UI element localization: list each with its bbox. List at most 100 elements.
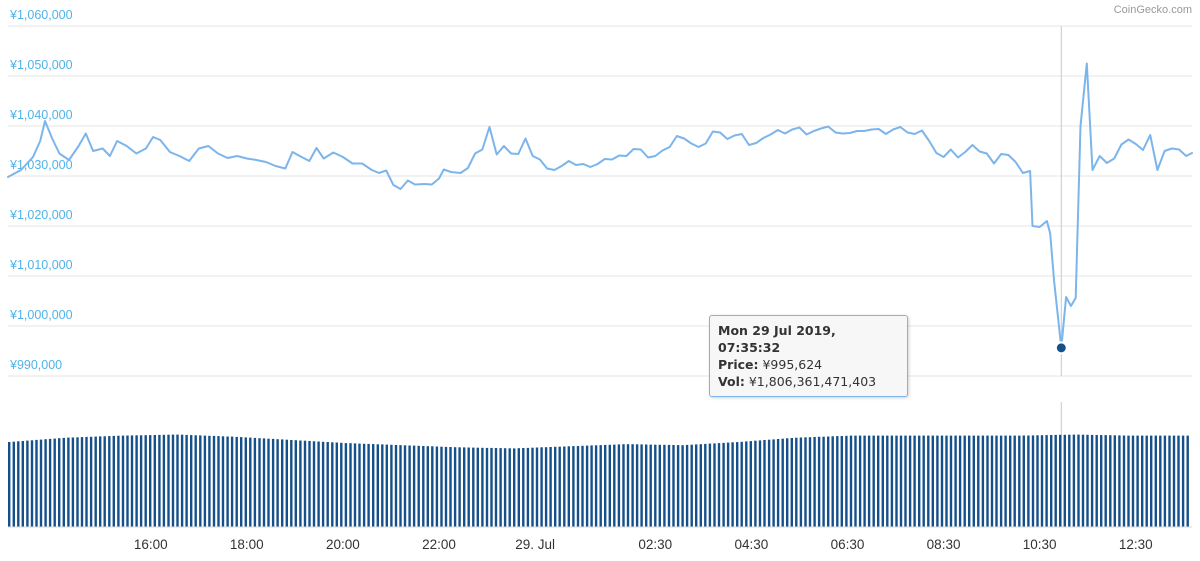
volume-bar[interactable] <box>549 447 552 527</box>
volume-bar[interactable] <box>676 445 680 527</box>
volume-bar[interactable] <box>458 447 461 527</box>
volume-bar[interactable] <box>121 435 125 527</box>
volume-bar[interactable] <box>1150 435 1153 527</box>
volume-bar[interactable] <box>895 435 898 527</box>
volume-bar[interactable] <box>344 443 348 527</box>
volume-bar[interactable] <box>1045 435 1048 527</box>
volume-bar[interactable] <box>62 437 65 527</box>
volume-bar[interactable] <box>1031 435 1035 527</box>
volume-bar[interactable] <box>235 436 238 527</box>
volume-bar[interactable] <box>349 443 352 527</box>
volume-bar[interactable] <box>1013 435 1016 527</box>
volume-bar[interactable] <box>972 435 975 527</box>
volume-bar[interactable] <box>244 437 247 527</box>
hover-point[interactable] <box>1054 341 1068 355</box>
volume-bar[interactable] <box>1018 435 1021 527</box>
volume-bar[interactable] <box>199 435 202 527</box>
volume-bar[interactable] <box>135 435 138 527</box>
volume-bar[interactable] <box>422 446 425 527</box>
volume-bar[interactable] <box>481 447 484 527</box>
volume-bar[interactable] <box>417 445 420 527</box>
volume-bar[interactable] <box>1118 435 1121 527</box>
volume-bar[interactable] <box>604 444 607 527</box>
volume-bar[interactable] <box>913 435 916 527</box>
volume-bar[interactable] <box>722 442 725 527</box>
volume-bar[interactable] <box>790 438 793 527</box>
volume-bar[interactable] <box>494 448 498 527</box>
volume-bar[interactable] <box>526 447 530 527</box>
volume-bar[interactable] <box>271 438 275 527</box>
volume-bar[interactable] <box>740 441 743 527</box>
volume-bar[interactable] <box>1095 435 1098 527</box>
volume-bar[interactable] <box>1040 435 1044 527</box>
volume-bar[interactable] <box>499 448 502 527</box>
volume-bar[interactable] <box>594 445 598 527</box>
volume-bar[interactable] <box>180 434 184 527</box>
volume-bar[interactable] <box>822 436 825 527</box>
volume-bar[interactable] <box>240 437 243 527</box>
volume-bar[interactable] <box>945 435 948 527</box>
volume-bar[interactable] <box>226 436 229 528</box>
volume-bar[interactable] <box>695 444 698 527</box>
volume-bar[interactable] <box>490 447 493 527</box>
volume-bar[interactable] <box>1063 434 1066 527</box>
volume-bar[interactable] <box>613 444 616 527</box>
volume-bar[interactable] <box>331 442 334 527</box>
volume-bar[interactable] <box>936 435 939 527</box>
volume-bar[interactable] <box>1090 434 1094 527</box>
volume-bar[interactable] <box>608 444 611 527</box>
volume-bar[interactable] <box>317 441 320 528</box>
volume-bar[interactable] <box>435 446 439 528</box>
volume-bar[interactable] <box>685 444 689 527</box>
volume-bar[interactable] <box>908 435 912 527</box>
volume-bar[interactable] <box>194 435 197 527</box>
volume-bar[interactable] <box>1186 435 1189 527</box>
volume-bar[interactable] <box>781 438 784 527</box>
volume-bar[interactable] <box>412 445 416 527</box>
volume-bar[interactable] <box>149 435 152 527</box>
volume-bar[interactable] <box>253 437 257 527</box>
volume-bar[interactable] <box>931 435 934 527</box>
volume-bar[interactable] <box>977 435 980 527</box>
volume-bar[interactable] <box>399 445 402 527</box>
volume-bar[interactable] <box>531 447 534 527</box>
volume-bar[interactable] <box>813 437 816 527</box>
volume-bar[interactable] <box>927 435 930 527</box>
volume-bar[interactable] <box>940 435 944 527</box>
volume-bar[interactable] <box>385 444 388 527</box>
volume-bar[interactable] <box>999 435 1003 527</box>
volume-bar[interactable] <box>585 445 589 527</box>
volume-bar[interactable] <box>139 435 143 527</box>
volume-bar[interactable] <box>126 435 129 528</box>
volume-bar[interactable] <box>576 446 580 527</box>
volume-bar[interactable] <box>849 435 853 527</box>
volume-bar[interactable] <box>1163 435 1167 527</box>
volume-bar[interactable] <box>827 436 830 528</box>
volume-bar[interactable] <box>877 435 880 527</box>
volume-bar[interactable] <box>649 444 652 527</box>
volume-bar[interactable] <box>1081 434 1085 527</box>
volume-bar[interactable] <box>221 436 225 527</box>
volume-bar[interactable] <box>171 434 175 527</box>
volume-bar[interactable] <box>39 439 43 527</box>
volume-bar[interactable] <box>517 448 520 527</box>
volume-bar[interactable] <box>1050 435 1053 527</box>
volume-bar[interactable] <box>12 441 15 527</box>
volume-bar[interactable] <box>954 435 957 527</box>
volume-bar[interactable] <box>303 440 307 527</box>
volume-bar[interactable] <box>35 439 38 527</box>
volume-bar[interactable] <box>1136 435 1139 527</box>
volume-bar[interactable] <box>1168 435 1171 527</box>
volume-bar[interactable] <box>1154 435 1157 527</box>
volume-bar[interactable] <box>881 435 884 527</box>
volume-bar[interactable] <box>1054 434 1057 527</box>
volume-bar[interactable] <box>981 435 985 527</box>
volume-bar[interactable] <box>472 447 475 527</box>
volume-bar[interactable] <box>30 440 34 527</box>
volume-bar[interactable] <box>872 435 875 527</box>
volume-bar[interactable] <box>67 437 70 527</box>
volume-bar[interactable] <box>285 439 288 527</box>
volume-bar[interactable] <box>867 435 871 527</box>
volume-bar[interactable] <box>640 444 643 527</box>
volume-bar[interactable] <box>1113 435 1116 527</box>
